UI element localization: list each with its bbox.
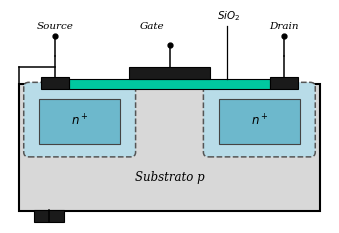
Bar [39,99,120,144]
Text: Drain: Drain [269,22,299,31]
Bar [19,84,320,211]
Bar [34,210,64,222]
Bar [129,67,210,79]
Text: $SiO_2$: $SiO_2$ [217,10,241,23]
Text: Source: Source [37,22,74,31]
Text: Gate: Gate [140,22,165,31]
FancyBboxPatch shape [24,82,136,157]
Bar [41,77,69,89]
Bar [270,77,298,89]
Text: $n^+$: $n^+$ [251,113,268,128]
Text: Substrato p: Substrato p [135,171,204,184]
FancyBboxPatch shape [203,82,315,157]
Bar [69,79,270,89]
Text: $n^+$: $n^+$ [71,113,88,128]
Bar [219,99,300,144]
